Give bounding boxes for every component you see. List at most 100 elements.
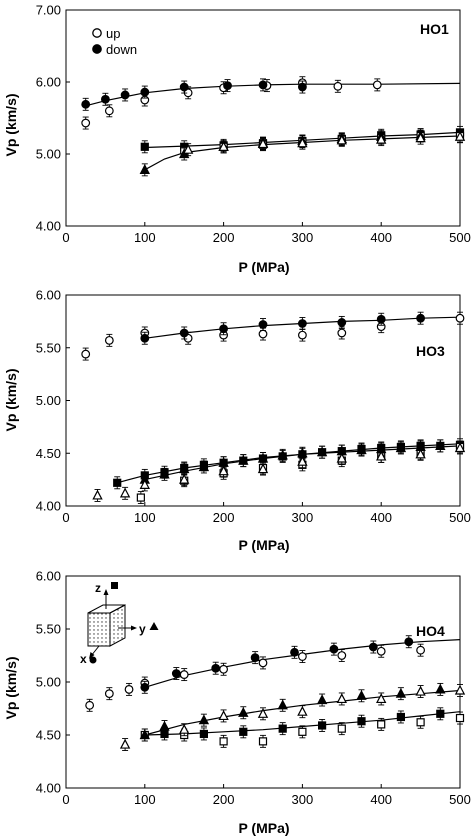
ho3-z-square-filled-point <box>113 478 122 487</box>
ho3-y-triangle-filled-point <box>238 454 249 465</box>
ho4-x-circle-filled-point <box>368 642 378 652</box>
ho3-x-tick-label: 100 <box>134 510 156 525</box>
ho3-y-triangle-filled-point <box>316 446 328 457</box>
ho3-x-circle-filled-point <box>140 333 150 343</box>
ho3-y-triangle-open-point <box>454 442 466 453</box>
ho4-y-triangle-filled-point <box>395 687 407 698</box>
ho4-y-triangle-filled-point <box>316 694 328 705</box>
ho4-y-triangle-filled-point <box>435 683 446 694</box>
ho3-x-circle-open-point <box>104 335 114 345</box>
ho4-z-square-filled-point <box>239 727 248 736</box>
ho4-x-tick-label: 0 <box>62 792 69 807</box>
ho3-x-tick-label: 500 <box>449 510 471 525</box>
ho3-x-circle-open-point <box>337 328 347 338</box>
ho4-y-triangle-filled-point <box>356 689 367 700</box>
ho4-y-triangle-open-point <box>218 710 229 721</box>
ho3-y-tick-label: 4.50 <box>36 446 61 461</box>
ho4-y-tick-label: 5.50 <box>36 622 61 637</box>
ho4-y-triangle-open-point <box>376 693 387 704</box>
ho1-x-circle-open-point <box>104 106 114 116</box>
ho3-x-circle-open-point <box>455 313 465 323</box>
ho3-y-tick-label: 5.00 <box>36 393 61 408</box>
ho4-z-square-filled-point <box>278 724 287 733</box>
ho1-x-circle-filled-point <box>258 80 268 90</box>
ho3-x-circle-open-point <box>258 329 268 339</box>
legend-up-label: up <box>106 26 120 41</box>
ho3-y-triangle-open-point <box>179 473 190 484</box>
ho3-y-triangle-open-point <box>376 450 387 461</box>
sample-orientation-inset: z y x <box>80 581 159 666</box>
ho4-x-circle-open-point <box>85 700 95 710</box>
ho1-y-tick-label: 6.00 <box>36 75 61 90</box>
ho4-z-square-filled-point <box>436 709 445 718</box>
ho4-x-tick-label: 400 <box>370 792 392 807</box>
ho4-x-circle-open-point <box>298 652 307 661</box>
ho1-y-triangle-open-point <box>454 130 466 141</box>
ho4-z-square-filled-point <box>199 729 208 739</box>
ho1-x-tick-label: 100 <box>134 230 156 245</box>
ho1-x-tick-label: 500 <box>449 230 471 245</box>
ho4-y-tick-label: 4.00 <box>36 781 61 796</box>
ho4-y-triangle-open-point <box>297 705 308 716</box>
ho1-y-tick-label: 4.00 <box>36 219 61 234</box>
ho4-y-triangle-filled-point <box>277 699 288 710</box>
ho1-x-circle-filled-point <box>298 82 307 92</box>
ho4-x-circle-filled-point <box>211 663 221 673</box>
ho1-y-triangle-open-point <box>218 141 229 151</box>
ho4-x-circle-open-point <box>124 685 134 694</box>
ho1-x-tick-label: 300 <box>292 230 314 245</box>
ho4-z-square-open-point <box>298 727 307 736</box>
ho4-z-square-open-point <box>377 720 386 729</box>
ho4-y-triangle-open-point <box>415 685 426 696</box>
x-axis-label: x <box>80 652 87 666</box>
ho1-z-square-filled-point <box>140 142 149 151</box>
ho3-y-triangle-filled-point <box>198 461 210 472</box>
ho3-x-tick-label: 200 <box>213 510 235 525</box>
ho4-x-tick-label: 200 <box>213 792 235 807</box>
legend-up-marker <box>92 28 102 38</box>
ho1-y-tick-label: 5.00 <box>36 147 61 162</box>
ho4-x-tick-label: 500 <box>449 792 471 807</box>
ho3-y-triangle-filled-point <box>179 463 190 474</box>
ho3-y-tick-label: 6.00 <box>36 288 61 303</box>
legend-down-marker <box>92 44 102 54</box>
ho3-x-circle-filled-point <box>258 320 268 329</box>
ho1-x-circle-filled-point <box>120 90 130 100</box>
ho4-x-circle-open-point <box>337 651 347 660</box>
legend: up down <box>92 26 137 57</box>
ho3-y-triangle-open-point <box>336 452 347 463</box>
ho3-x-circle-filled-point <box>298 319 307 328</box>
ho4-z-square-open-point <box>258 737 268 746</box>
ho3-z-square-open-point <box>136 493 145 502</box>
ho1-x-circle-open-point <box>333 81 343 91</box>
ho3-x-circle-open-point <box>81 349 91 359</box>
ho4-z-square-open-point <box>416 718 425 727</box>
ho3-y-triangle-open-point <box>92 489 103 500</box>
ho1-y-triangle-open-point <box>415 132 426 143</box>
ho3-ylabel: Vp (km/s) <box>3 368 19 431</box>
ho3-x-circle-filled-point <box>337 318 347 327</box>
ho1-y-triangle-open-point <box>376 133 387 144</box>
ho4-x-circle-filled-point <box>290 647 299 657</box>
z-axis-label: z <box>95 581 101 595</box>
z-arrowhead <box>103 589 109 595</box>
ho3-y-triangle-open-point <box>257 463 269 474</box>
chart-panel-ho4: 0 100 200 300 400 500 4.00 4.50 5.00 5.50 6.00 <box>36 569 471 808</box>
ho3-y-triangle-open-point <box>139 479 150 489</box>
ho1-y-triangle-open-point <box>182 143 194 154</box>
ho4-z-square-open-point <box>337 724 346 733</box>
legend-down-label: down <box>106 42 137 57</box>
ho4-y-tick-label: 5.00 <box>36 675 61 690</box>
ho4-title: HO4 <box>416 623 445 639</box>
ho1-y-triangle-open-point <box>257 138 269 149</box>
ho1-fit-curve <box>144 135 461 171</box>
ho3-x-tick-label: 400 <box>370 510 392 525</box>
ho4-x-circle-open-point <box>258 658 268 668</box>
ho1-x-tick-label: 200 <box>213 230 235 245</box>
ho1-x-circle-filled-point <box>223 81 232 90</box>
ho3-x-circle-filled-point <box>416 313 426 323</box>
ho4-ylabel: Vp (km/s) <box>3 656 19 719</box>
y-axis-label: y <box>139 622 146 636</box>
ho4-y-triangle-open-point <box>454 684 466 695</box>
